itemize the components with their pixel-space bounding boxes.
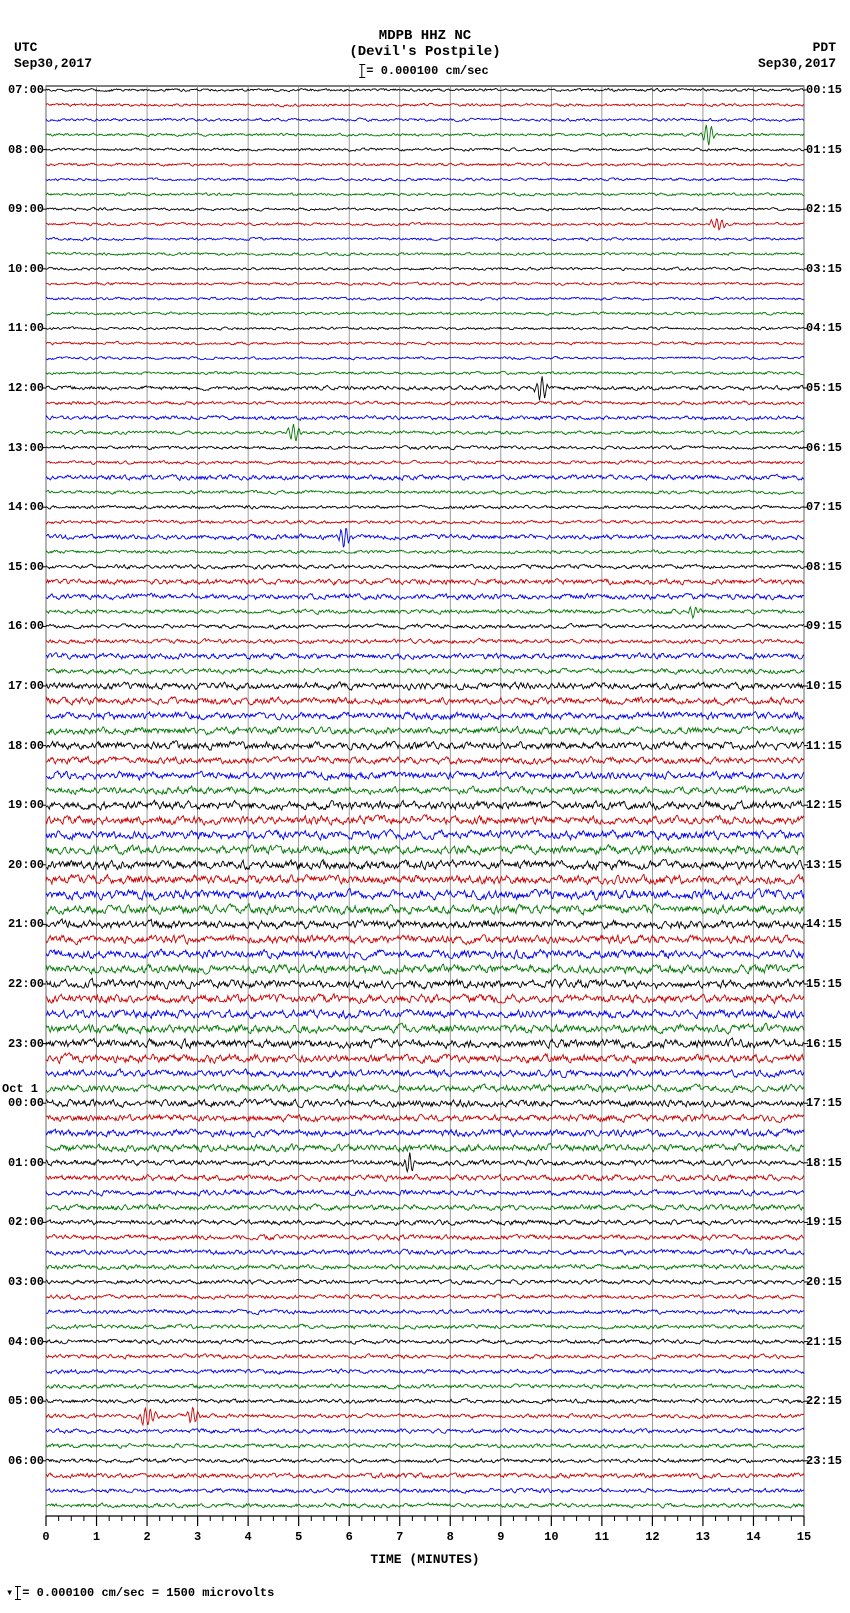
y-right-tick: 17:15 [806,1097,842,1109]
svg-text:4: 4 [245,1530,252,1544]
y-left-tick: 12:00 [8,382,44,394]
y-right-tick: 14:15 [806,918,842,930]
svg-text:7: 7 [396,1530,403,1544]
y-right-tick: 07:15 [806,501,842,513]
y-right-tick: 08:15 [806,561,842,573]
seismogram-plot: 012345678910111213141507:0008:0009:0010:… [0,80,850,1550]
svg-text:15: 15 [797,1530,811,1544]
svg-text:12: 12 [645,1530,659,1544]
y-left-tick: 20:00 [8,859,44,871]
tz-right-zone: PDT [758,40,836,56]
svg-text:10: 10 [544,1530,558,1544]
y-left-tick: 00:00 [8,1097,44,1109]
x-axis-label: TIME (MINUTES) [0,1552,850,1567]
svg-text:13: 13 [696,1530,710,1544]
y-left-tick: 01:00 [8,1157,44,1169]
y-left-tick: 10:00 [8,263,44,275]
y-right-tick: 04:15 [806,322,842,334]
y-right-tick: 19:15 [806,1216,842,1228]
svg-text:8: 8 [447,1530,454,1544]
y-left-tick: 07:00 [8,84,44,96]
y-right-tick: 15:15 [806,978,842,990]
y-right-tick: 21:15 [806,1336,842,1348]
y-right-tick: 06:15 [806,442,842,454]
y-right-tick: 00:15 [806,84,842,96]
timezone-left: UTC Sep30,2017 [14,40,92,72]
svg-text:0: 0 [42,1530,49,1544]
y-right-tick: 12:15 [806,799,842,811]
header: MDPB HHZ NC (Devil's Postpile) = 0.00010… [0,0,850,80]
y-left-tick: 23:00 [8,1038,44,1050]
y-right-tick: 11:15 [806,740,842,752]
station-name: (Devil's Postpile) [349,44,500,60]
y-left-tick: 16:00 [8,620,44,632]
y-left-tick: 09:00 [8,203,44,215]
svg-text:11: 11 [595,1530,609,1544]
y-left-tick: 15:00 [8,561,44,573]
y-left-tick: 21:00 [8,918,44,930]
y-right-tick: 03:15 [806,263,842,275]
y-left-tick: 08:00 [8,144,44,156]
y-right-tick: 16:15 [806,1038,842,1050]
scale-indicator-top: = 0.000100 cm/sec [361,64,488,78]
y-right-tick: 13:15 [806,859,842,871]
scale-indicator-bottom: ▾= 0.000100 cm/sec = 1500 microvolts [0,1585,850,1610]
y-left-tick: 13:00 [8,442,44,454]
tz-left-zone: UTC [14,40,92,56]
station-code: MDPB HHZ NC [379,28,471,44]
y-left-tick: 04:00 [8,1336,44,1348]
svg-text:1: 1 [93,1530,100,1544]
y-left-tick: 05:00 [8,1395,44,1407]
y-right-tick: 01:15 [806,144,842,156]
day-change-label: Oct 1 [2,1083,38,1095]
y-left-tick: 14:00 [8,501,44,513]
y-left-tick: 18:00 [8,740,44,752]
svg-text:6: 6 [346,1530,353,1544]
tz-left-date: Sep30,2017 [14,56,92,72]
tz-right-date: Sep30,2017 [758,56,836,72]
y-right-tick: 09:15 [806,620,842,632]
y-right-tick: 20:15 [806,1276,842,1288]
y-left-tick: 17:00 [8,680,44,692]
y-right-tick: 22:15 [806,1395,842,1407]
y-left-tick: 19:00 [8,799,44,811]
svg-text:9: 9 [497,1530,504,1544]
y-left-tick: 03:00 [8,1276,44,1288]
y-left-tick: 22:00 [8,978,44,990]
svg-text:14: 14 [746,1530,760,1544]
svg-text:5: 5 [295,1530,302,1544]
y-right-tick: 05:15 [806,382,842,394]
svg-text:3: 3 [194,1530,201,1544]
y-right-tick: 18:15 [806,1157,842,1169]
svg-text:2: 2 [143,1530,150,1544]
y-left-tick: 11:00 [8,322,44,334]
y-right-tick: 02:15 [806,203,842,215]
y-left-tick: 06:00 [8,1455,44,1467]
y-left-tick: 02:00 [8,1216,44,1228]
y-right-tick: 23:15 [806,1455,842,1467]
timezone-right: PDT Sep30,2017 [758,40,836,72]
y-right-tick: 10:15 [806,680,842,692]
